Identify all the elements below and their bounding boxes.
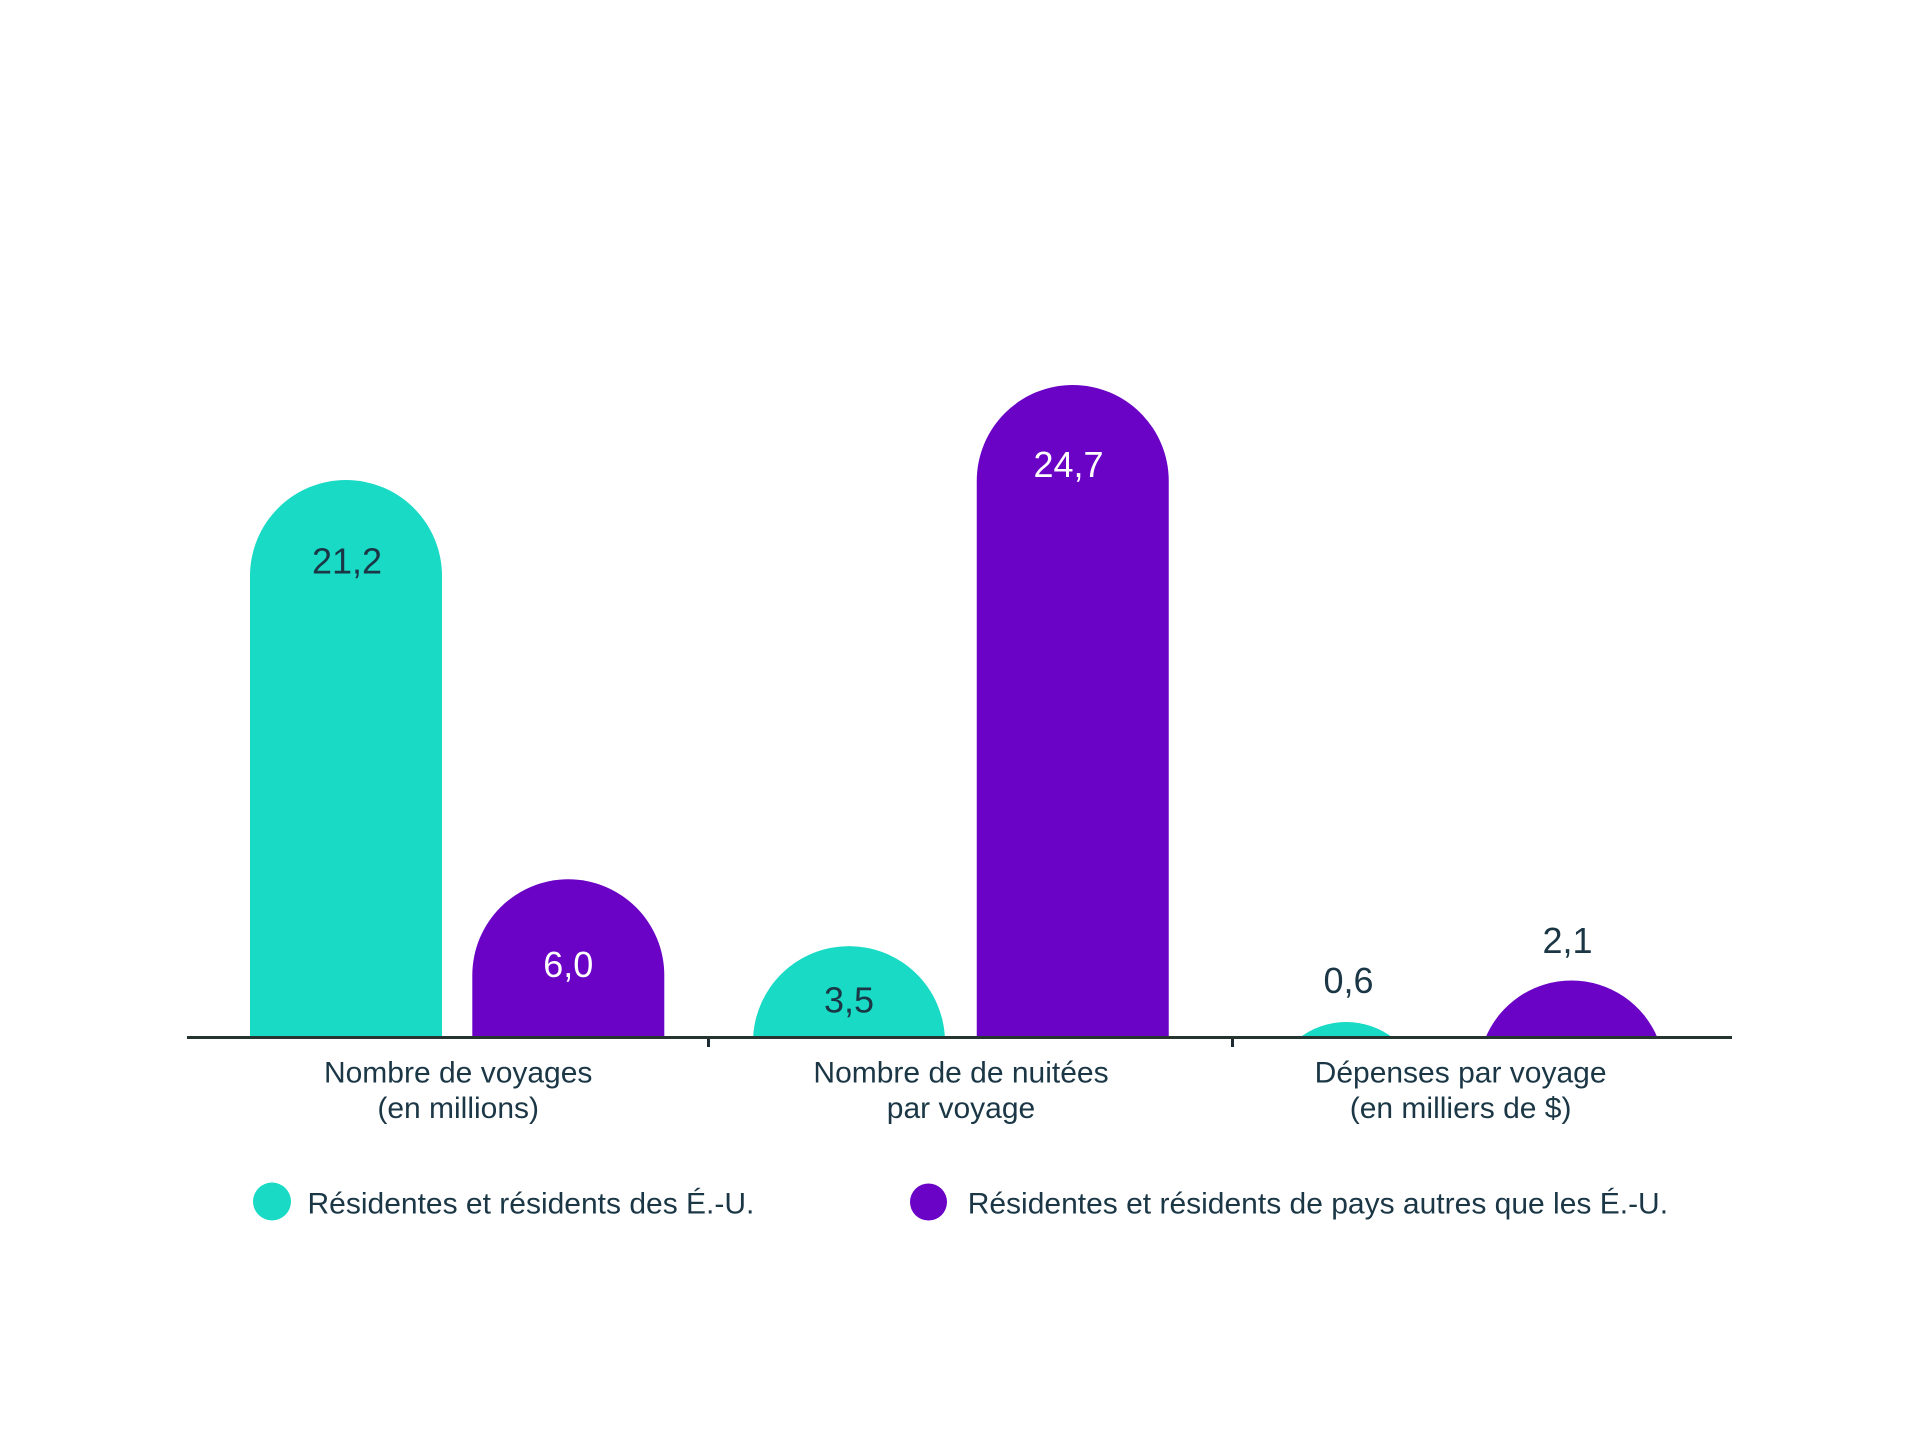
svg-text:(en milliers de $): (en milliers de $) [1350, 1092, 1572, 1125]
svg-text:24,7: 24,7 [1033, 444, 1103, 485]
svg-text:Résidentes et résidents de pay: Résidentes et résidents de pays autres q… [968, 1188, 1668, 1221]
svg-text:21,2: 21,2 [312, 540, 382, 581]
svg-text:0,6: 0,6 [1323, 960, 1373, 1001]
svg-text:2,1: 2,1 [1542, 920, 1592, 961]
svg-text:Résidentes et résidents des É.: Résidentes et résidents des É.-U. [308, 1188, 755, 1221]
svg-text:Dépenses par voyage: Dépenses par voyage [1315, 1057, 1607, 1090]
svg-text:Nombre de de nuitées: Nombre de de nuitées [813, 1057, 1108, 1090]
svg-text:6,0: 6,0 [543, 944, 593, 985]
svg-text:3,5: 3,5 [824, 980, 874, 1021]
svg-text:(en millions): (en millions) [377, 1092, 539, 1125]
svg-text:par voyage: par voyage [887, 1092, 1035, 1125]
svg-text:Nombre de voyages: Nombre de voyages [324, 1057, 592, 1090]
